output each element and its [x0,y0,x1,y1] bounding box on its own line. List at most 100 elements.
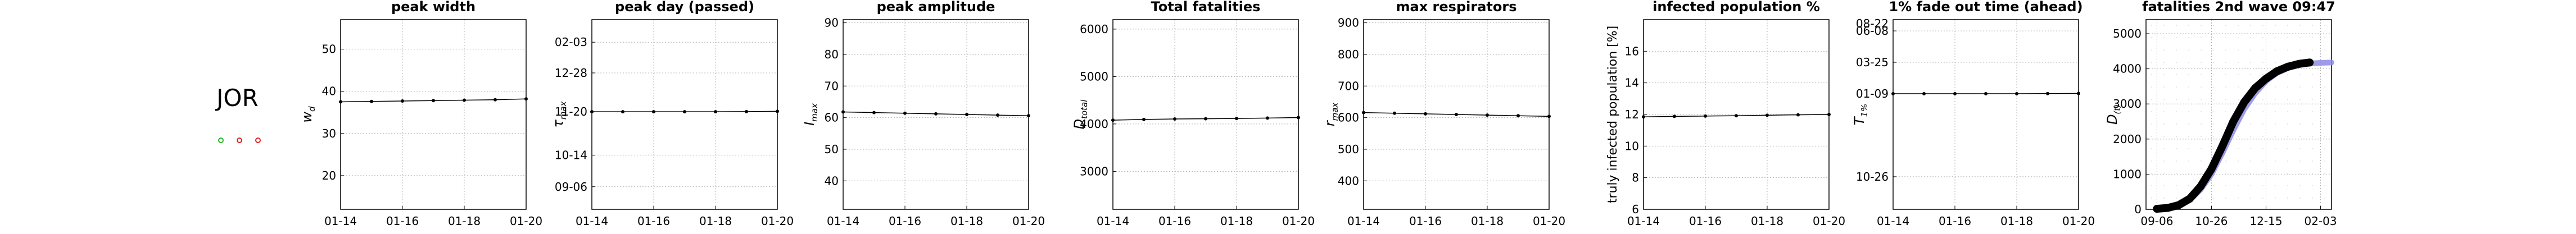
y-axis-label-main: w [299,112,315,123]
data-point [2306,58,2314,67]
background-speck [2201,25,2202,26]
y-tick-label: 70 [825,79,839,93]
background-speck [2188,160,2189,162]
background-speck [2238,74,2239,75]
y-tick-label: 3000 [1080,164,1108,178]
background-speck [2201,62,2202,63]
background-speck [2324,74,2325,75]
background-speck [2238,160,2239,162]
data-point [1142,117,1146,121]
data-point [1204,117,1207,121]
background-speck [2312,37,2313,38]
background-speck [2188,173,2189,174]
data-point [1362,111,1365,114]
background-speck [2262,37,2263,38]
background-speck [2312,136,2313,137]
y-tick-label: 5000 [2113,27,2142,40]
y-tick-label: 5000 [1080,70,1108,83]
x-tick-label: 01-14 [1877,214,1909,228]
background-speck [2275,49,2276,51]
background-speck [2275,160,2276,162]
y-axis-label-subscript: (t) [2112,104,2122,114]
background-speck [2324,148,2325,149]
chart-panel-5: 400 500 600 700 800 900 01-14 01-16 01-18 01-20 ma… [1322,0,1565,228]
data-point [401,99,404,103]
chart-panel-2: 09-06 10-14 11-20 12-28 02-03 01-14 01-16 01-18… [550,0,794,228]
y-axis-label: truly infected population [%] [1606,26,1620,203]
x-tick-label: 01-16 [386,214,419,228]
background-speck [2275,111,2276,112]
background-speck [2163,62,2165,63]
background-speck [2163,148,2165,149]
data-point [2240,98,2248,107]
background-speck [2287,62,2288,63]
background-speck [2312,25,2313,26]
background-speck [2176,49,2177,51]
background-speck [2287,37,2288,38]
data-point [621,110,624,114]
background-speck [2163,136,2165,137]
background-speck [2213,123,2214,125]
y-tick-label: 600 [1338,111,1359,125]
plot-frame [1112,19,1299,210]
background-speck [2250,173,2251,174]
background-speck [2151,62,2152,63]
background-speck [2275,185,2276,186]
background-speck [2176,148,2177,149]
background-speck [2225,37,2226,38]
y-tick-label: 09-06 [555,180,587,194]
background-speck [2262,136,2263,137]
y-tick-label: 8 [1632,171,1639,185]
data-point [1984,92,1988,96]
background-speck [2151,25,2152,26]
data-point [776,109,779,113]
background-speck [2151,99,2152,100]
background-speck [2163,173,2165,174]
x-tick-label: 01-14 [827,214,859,228]
background-speck [2225,123,2226,125]
background-speck [2225,74,2226,75]
background-speck [2225,49,2226,51]
background-speck [2188,123,2189,125]
background-speck [2299,160,2301,162]
y-tick-label: 6 [1632,203,1639,216]
background-speck [2201,136,2202,137]
y-axis-label: D(t) [2104,104,2122,125]
x-tick-label: 01-14 [1097,214,1129,228]
background-speck [2201,173,2202,174]
background-speck [2275,99,2276,100]
x-tick-label: 01-16 [1939,214,1971,228]
data-point [1827,113,1831,116]
background-speck [2213,86,2214,88]
y-axis-label: τmax [550,101,568,127]
background-speck [2275,198,2276,199]
x-tick-label: 01-20 [1533,214,1565,228]
data-point [2272,67,2281,76]
x-tick-label: 01-20 [1012,214,1045,228]
x-tick-label: 01-20 [1813,214,1845,228]
background-speck [2262,148,2263,149]
y-tick-label: 2000 [2113,132,2142,146]
data-point [2175,201,2183,209]
x-tick-label: 01-20 [510,214,542,228]
background-speck [2213,136,2214,137]
data-point [2218,142,2226,150]
x-tick-label: 10-26 [2195,214,2228,228]
y-tick-label: 20 [322,169,336,182]
background-speck [2287,185,2288,186]
background-speck [2238,37,2239,38]
background-speck [2250,123,2251,125]
background-speck [2238,99,2239,100]
data-point [714,110,717,114]
background-speck [2262,123,2263,125]
y-axis-label-subscript: max [558,101,568,120]
background-speck [2201,74,2202,75]
background-speck [2312,198,2313,199]
y-axis-label: rmax [1322,103,1340,127]
background-speck [2188,99,2189,100]
background-speck [2151,160,2152,162]
background-speck [2163,74,2165,75]
background-speck [2287,111,2288,112]
background-speck [2238,62,2239,63]
background-speck [2176,111,2177,112]
